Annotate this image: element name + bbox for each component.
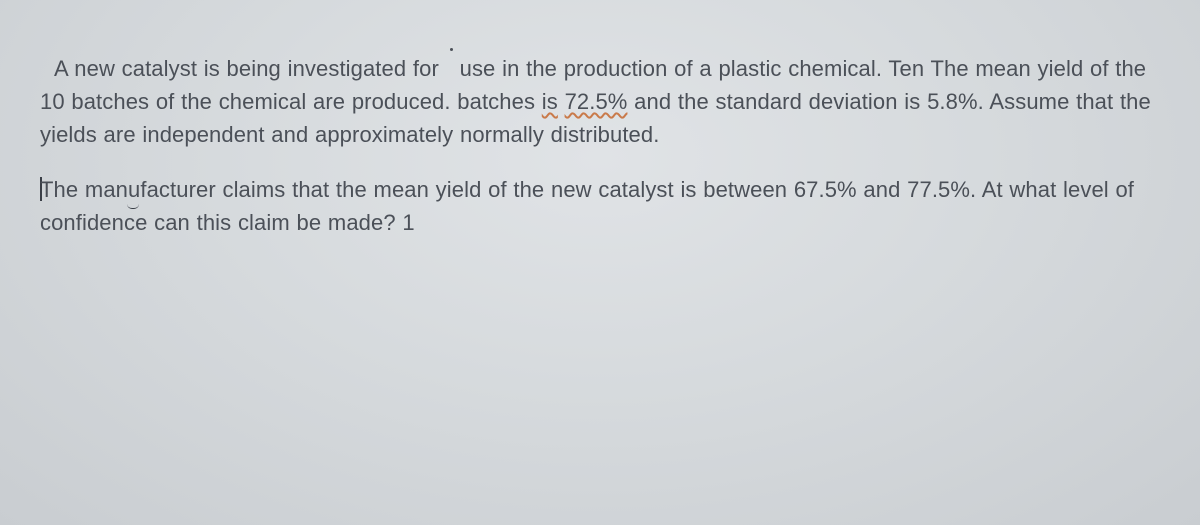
text-segment: A new catalyst is being investigated for xyxy=(54,56,446,81)
text-segment: The man xyxy=(40,177,128,202)
text-accent-u: u xyxy=(446,52,472,85)
text-tilde-u: u xyxy=(128,173,140,206)
document-page: A new catalyst is being investigated for… xyxy=(0,0,1200,525)
text-segment: facturer claims that the mean yield of t… xyxy=(40,177,1134,235)
wavy-underline-value: 72.5% xyxy=(565,89,628,114)
problem-paragraph-1: A new catalyst is being investigated for… xyxy=(40,52,1172,151)
problem-paragraph-2: The manufacturer claims that the mean yi… xyxy=(40,173,1172,239)
wavy-underline-is: is xyxy=(542,89,558,114)
text-segment xyxy=(558,89,565,114)
